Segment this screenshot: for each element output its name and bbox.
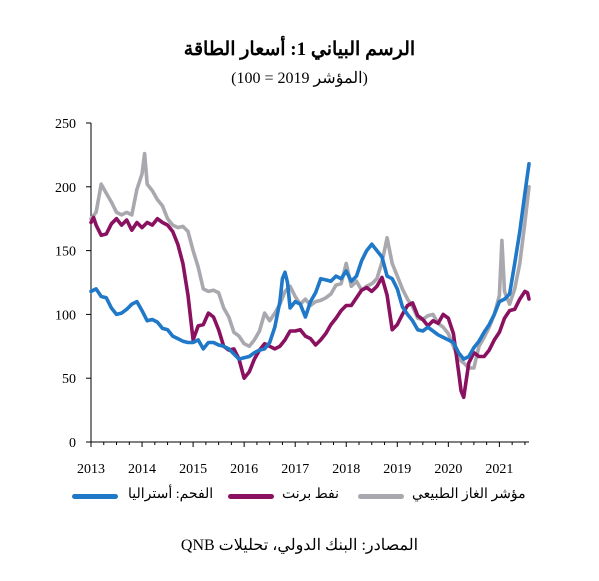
legend-label-coal: الفحم: أستراليا <box>128 487 214 502</box>
y-tick-label: 0 <box>69 436 76 451</box>
series-line-1 <box>89 215 531 400</box>
legend-swatch-coal <box>72 494 118 499</box>
y-tick-label: 250 <box>55 117 76 132</box>
y-tick-label: 50 <box>62 372 76 387</box>
chart-title: الرسم البياني 1: أسعار الطاقة <box>183 39 416 60</box>
chart-source: المصادر: البنك الدولي، تحليلات QNB <box>180 537 419 554</box>
x-tick-label: 2020 <box>434 462 462 477</box>
legend: الفحم: أستراليا نفط برنت مؤشر الغاز الطب… <box>0 484 599 508</box>
x-tick-label: 2019 <box>383 462 411 477</box>
series-line-0 <box>89 162 531 361</box>
line-chart: 0 50 100 150 200 250 2013 2014 2015 2016 2017 2018 2… <box>55 117 531 477</box>
x-tick-label: 2014 <box>128 462 156 477</box>
x-tick-label: 2013 <box>77 462 105 477</box>
y-tick-label: 200 <box>55 181 76 196</box>
y-tick-label: 100 <box>55 308 76 323</box>
legend-label-brent: نفط برنت <box>282 487 340 502</box>
x-tick-label: 2015 <box>179 462 207 477</box>
legend-label-gas: مؤشر الغاز الطبيعي <box>412 487 526 502</box>
x-tick-label: 2018 <box>332 462 360 477</box>
legend-swatch-brent <box>228 494 274 499</box>
x-tick-label: 2016 <box>230 462 258 477</box>
y-tick-label: 150 <box>55 245 76 260</box>
chart-subtitle: (المؤشر 2019 = 100) <box>231 70 368 87</box>
x-tick-label: 2017 <box>281 462 309 477</box>
x-tick-label: 2021 <box>485 462 513 477</box>
legend-swatch-gas <box>358 494 404 499</box>
series-line-2 <box>89 151 531 370</box>
